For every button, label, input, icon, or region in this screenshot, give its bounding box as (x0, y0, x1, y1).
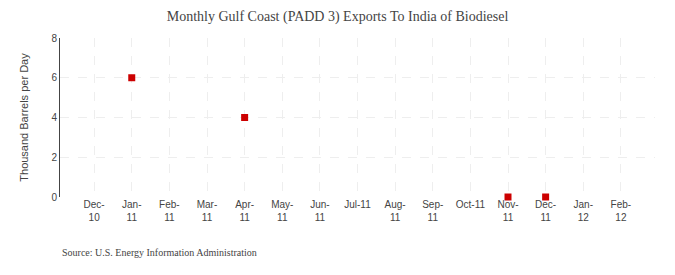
svg-text:Feb-12: Feb-12 (611, 199, 632, 223)
svg-text:Dec-11: Dec-11 (535, 199, 556, 223)
svg-text:0: 0 (51, 192, 57, 203)
svg-text:Mar-11: Mar-11 (197, 199, 218, 223)
svg-text:Jul-11: Jul-11 (344, 199, 371, 210)
svg-text:Monthly Gulf Coast (PADD 3) Ex: Monthly Gulf Coast (PADD 3) Exports To I… (167, 9, 509, 25)
svg-text:6: 6 (51, 72, 57, 83)
svg-text:Source: U.S. Energy Informatio: Source: U.S. Energy Information Administ… (62, 247, 257, 258)
svg-text:Aug-11: Aug-11 (385, 199, 406, 223)
svg-text:Jan-12: Jan-12 (574, 199, 593, 223)
svg-text:Jan-11: Jan-11 (122, 199, 141, 223)
svg-text:May-11: May-11 (271, 199, 293, 223)
svg-text:Sep-11: Sep-11 (422, 199, 443, 223)
svg-text:Dec-10: Dec-10 (84, 199, 105, 223)
svg-text:Jun-11: Jun-11 (310, 199, 329, 223)
svg-text:Thousand Barrels per Day: Thousand Barrels per Day (18, 53, 30, 182)
svg-text:Feb-11: Feb-11 (159, 199, 180, 223)
svg-text:2: 2 (51, 152, 57, 163)
svg-text:8: 8 (51, 33, 57, 44)
svg-text:Apr-11: Apr-11 (235, 199, 254, 223)
svg-text:Oct-11: Oct-11 (456, 199, 486, 210)
svg-text:4: 4 (51, 112, 57, 123)
svg-text:Nov-11: Nov-11 (497, 199, 518, 223)
